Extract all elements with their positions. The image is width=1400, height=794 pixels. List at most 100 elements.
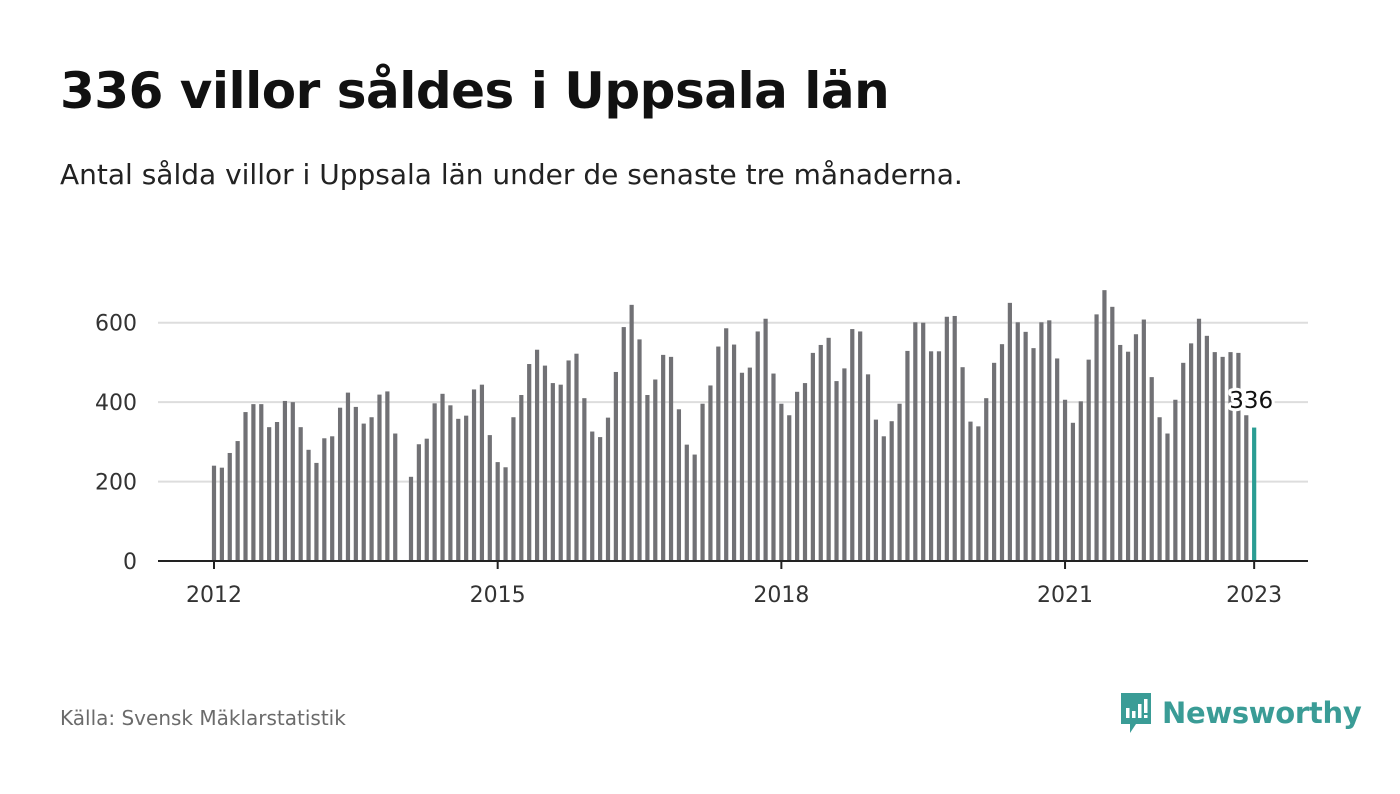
- bar: [716, 346, 721, 561]
- bar: [1125, 351, 1131, 561]
- bar: [377, 394, 382, 561]
- bar: [1196, 318, 1202, 561]
- y-tick-label: 200: [95, 471, 137, 496]
- bar: [984, 398, 989, 561]
- bar: [440, 393, 445, 561]
- bar: [605, 417, 611, 561]
- bar: [763, 318, 768, 561]
- bar: [235, 441, 240, 561]
- bar: [385, 391, 390, 561]
- bar: [1102, 290, 1107, 561]
- bar: [968, 421, 973, 561]
- bar: [542, 365, 548, 561]
- bar: [337, 407, 343, 561]
- bar: [408, 476, 414, 561]
- bar: [739, 372, 745, 561]
- bar: [976, 426, 981, 561]
- bar: [889, 421, 894, 561]
- bar: [1189, 343, 1194, 561]
- bar: [621, 327, 626, 561]
- bar: [345, 392, 351, 561]
- x-tick-label: 2015: [470, 583, 526, 608]
- bar: [755, 331, 760, 561]
- bar: [928, 351, 934, 561]
- bar: [424, 438, 429, 561]
- bar: [582, 398, 587, 561]
- source-note: Källa: Svensk Mäklarstatistik: [60, 706, 346, 730]
- bar: [708, 385, 713, 561]
- bar: [330, 436, 335, 561]
- bar: [676, 409, 682, 561]
- bar: [637, 339, 642, 561]
- bar: [1149, 377, 1154, 561]
- bar: [865, 374, 871, 561]
- bar: [873, 419, 879, 561]
- bar: [1023, 331, 1028, 561]
- bar: [1157, 417, 1162, 561]
- bar: [1141, 319, 1146, 561]
- bar: [464, 415, 469, 561]
- highlight-bar: [1252, 427, 1257, 561]
- bar: [322, 438, 327, 561]
- bar-chart: 0 200 400 600 2012 2015 2018 2021 2023 336: [95, 290, 1308, 608]
- bar: [534, 349, 540, 561]
- bar: [243, 412, 248, 561]
- bar: [1039, 322, 1044, 561]
- bar: [661, 354, 666, 561]
- bar: [913, 322, 918, 561]
- bar: [629, 304, 634, 561]
- bar: [1228, 352, 1233, 561]
- bar: [1031, 348, 1036, 561]
- bar: [1070, 422, 1076, 561]
- bar: [802, 383, 808, 561]
- x-tick-label: 2012: [186, 583, 242, 608]
- bar: [1244, 415, 1249, 561]
- bar: [306, 449, 311, 561]
- bar: [456, 418, 461, 561]
- bar: [432, 403, 437, 561]
- bar: [897, 403, 902, 561]
- bar: [511, 417, 516, 561]
- bar: [282, 400, 288, 561]
- bar: [771, 373, 776, 561]
- bar: [558, 384, 563, 561]
- bar: [211, 465, 217, 561]
- bar: [1015, 322, 1020, 561]
- y-tick-label: 400: [95, 391, 137, 416]
- bar: [527, 364, 532, 561]
- bar: [267, 427, 272, 561]
- highlight-value-label: 336: [1229, 388, 1273, 414]
- bar: [471, 389, 477, 561]
- bar: [653, 379, 658, 561]
- bar: [1236, 352, 1241, 561]
- bar: [416, 444, 421, 561]
- bar: [227, 452, 232, 561]
- bar: [826, 337, 831, 561]
- bar: [731, 344, 737, 561]
- bar: [747, 367, 752, 561]
- bar: [251, 404, 256, 561]
- bar: [858, 331, 863, 561]
- bar: [645, 394, 650, 561]
- x-tick-label: 2018: [753, 583, 809, 608]
- bar: [834, 381, 839, 561]
- bar: [314, 462, 319, 561]
- bar: [787, 415, 792, 561]
- bar: [1173, 399, 1178, 561]
- bar: [944, 316, 949, 561]
- bar: [219, 467, 224, 561]
- newsworthy-icon: [1121, 693, 1151, 733]
- x-tick-label: 2021: [1037, 583, 1093, 608]
- bar: [393, 433, 398, 561]
- bar: [960, 367, 965, 561]
- bar: [566, 360, 571, 561]
- bar: [361, 423, 366, 561]
- bar: [519, 394, 524, 561]
- bar: [952, 315, 957, 561]
- bar: [936, 351, 942, 561]
- bar: [779, 403, 784, 561]
- bar: [550, 383, 555, 561]
- bar: [1220, 356, 1225, 561]
- bar: [1086, 359, 1091, 561]
- bar: [448, 405, 453, 561]
